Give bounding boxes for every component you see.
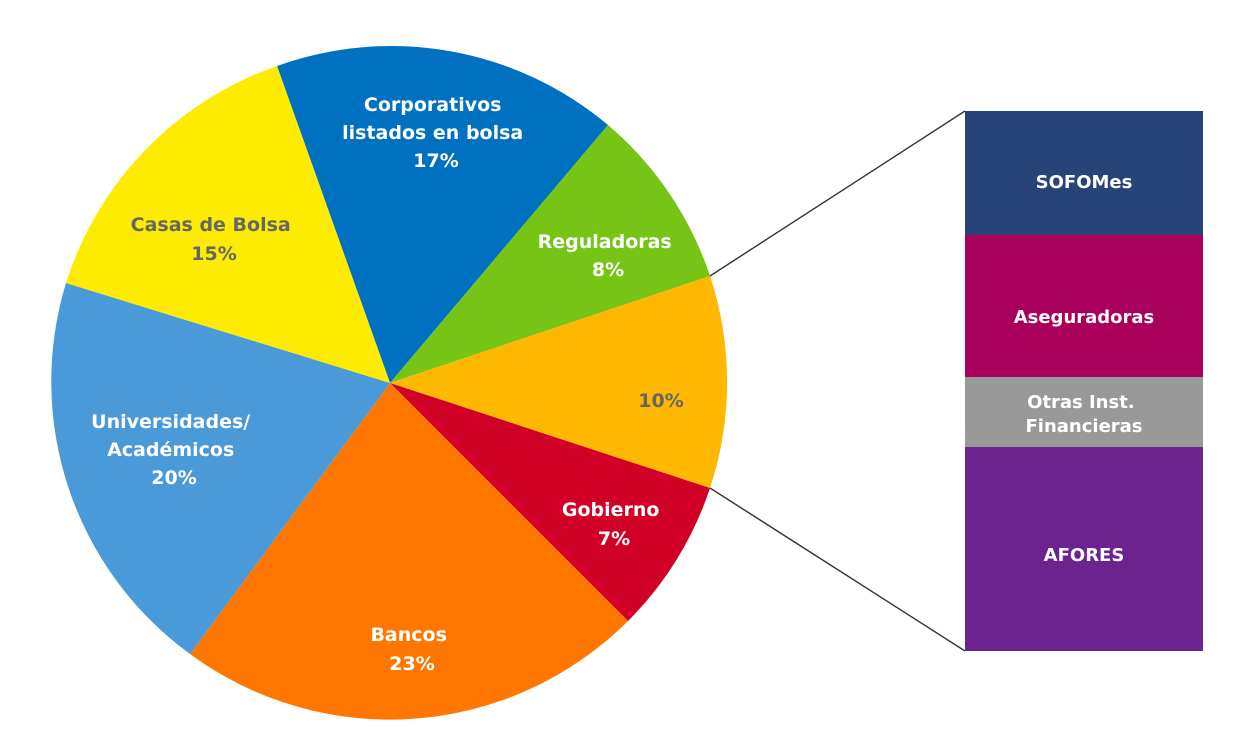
label-bancos: Bancos 23%	[370, 624, 453, 675]
segment-otras-inst-financieras	[965, 377, 1203, 447]
label-universidades: Universidades/ Académicos 20%	[91, 411, 257, 489]
label-otras-inst-financieras: Otras Inst. Financieras	[1025, 392, 1142, 437]
label-gobierno: Gobierno 7%	[562, 499, 666, 550]
slice-labels: Corporativos listados en bolsa 17% Regul…	[91, 94, 684, 675]
breakdown-bar: SOFOMes Aseguradoras Otras Inst. Financi…	[965, 111, 1203, 651]
segment-sofomes	[965, 111, 1203, 235]
slice-casas-de-bolsa	[66, 66, 390, 383]
connector-line-bottom	[709, 487, 966, 652]
label-afores: AFORES	[1044, 545, 1125, 566]
connector-line-top	[709, 110, 966, 277]
label-reguladoras: Reguladoras 8%	[538, 231, 679, 281]
segment-afores	[965, 447, 1203, 651]
slice-gobierno	[390, 383, 710, 621]
label-sofomes: SOFOMes	[1036, 172, 1133, 193]
label-casas-de-bolsa: Casas de Bolsa 15%	[131, 214, 298, 265]
slice-otras-financieras	[390, 276, 728, 488]
label-otras-financieras: 10%	[638, 390, 683, 412]
slice-universidades	[51, 283, 390, 654]
segment-aseguradoras	[965, 235, 1203, 377]
slice-corporativos	[277, 46, 608, 383]
label-corporativos: Corporativos listados en bolsa 17%	[342, 94, 530, 172]
label-aseguradoras: Aseguradoras	[1014, 307, 1155, 328]
slice-bancos	[190, 383, 628, 720]
slice-reguladoras	[390, 125, 710, 383]
pie	[51, 46, 728, 720]
